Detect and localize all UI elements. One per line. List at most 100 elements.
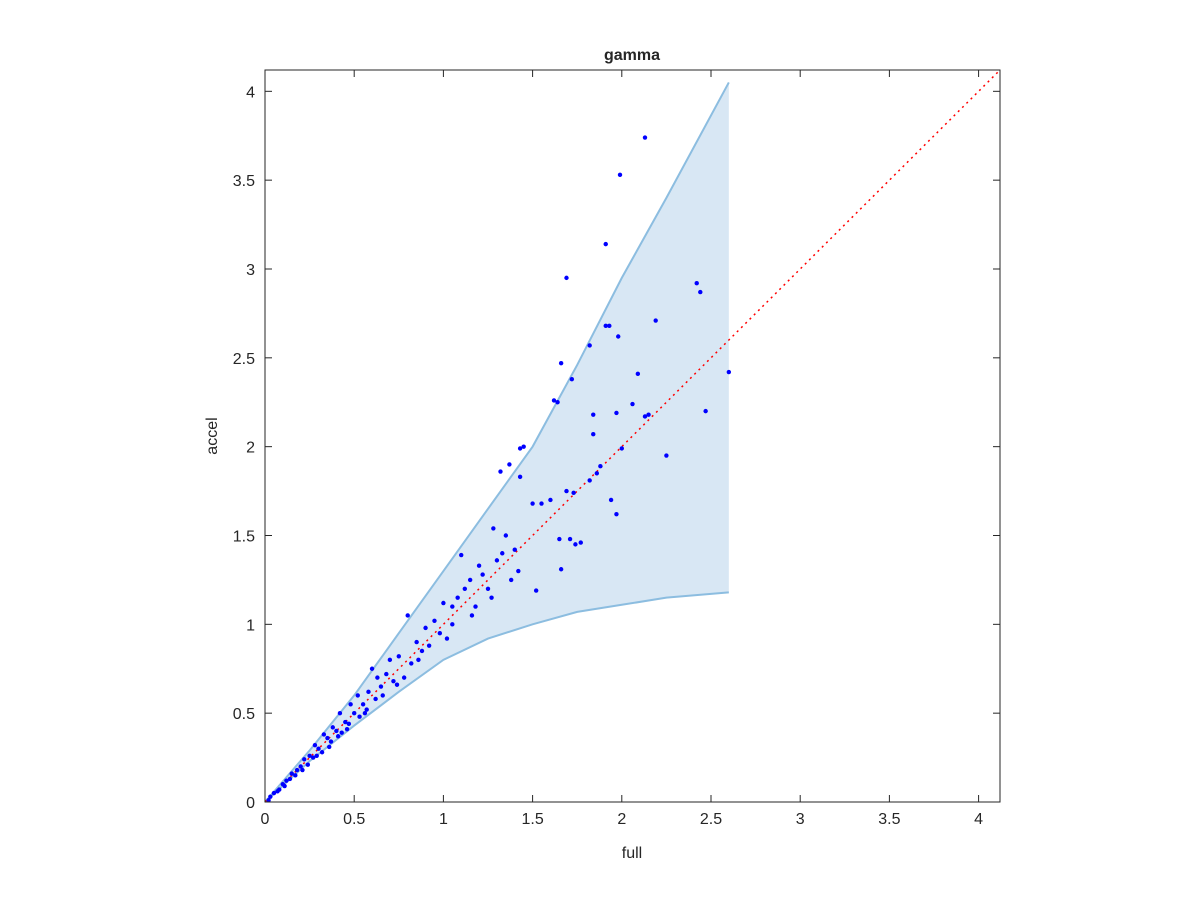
point [432, 618, 437, 623]
point [330, 725, 335, 730]
point [598, 464, 603, 469]
point [494, 558, 500, 563]
point [703, 408, 708, 414]
point [450, 604, 455, 609]
point [489, 595, 494, 600]
band-fill [265, 82, 729, 802]
y-axis-label: accel [204, 417, 221, 454]
point [387, 657, 393, 663]
point [450, 622, 455, 627]
point [426, 643, 432, 648]
point [533, 588, 539, 593]
axes-box [264, 69, 1001, 803]
point [441, 600, 446, 606]
point [558, 360, 564, 366]
point [603, 241, 608, 247]
y-tick-label: 3 [246, 262, 255, 279]
point [409, 661, 414, 666]
point [619, 446, 624, 451]
x-tick-label: 3 [796, 811, 805, 828]
point [603, 323, 608, 329]
point [455, 595, 460, 600]
x-tick-label: 2.5 [700, 811, 722, 828]
point [564, 488, 569, 494]
point [289, 771, 294, 776]
point [375, 675, 380, 680]
point [396, 654, 401, 659]
point [503, 533, 509, 538]
point [467, 577, 473, 583]
point [366, 689, 371, 695]
point [300, 767, 305, 773]
point [444, 636, 450, 641]
point [355, 693, 360, 698]
point [351, 710, 357, 716]
point [608, 497, 614, 503]
point [587, 343, 592, 348]
point [726, 369, 732, 375]
point [614, 410, 619, 416]
point [378, 684, 384, 689]
point [271, 790, 277, 796]
point [419, 648, 425, 654]
point [635, 371, 641, 377]
point [312, 742, 318, 748]
y-tick-label: 2.5 [233, 351, 255, 368]
x-tick-label: 2 [617, 811, 626, 828]
point [334, 728, 339, 734]
point [485, 586, 491, 591]
point [587, 478, 592, 483]
point [551, 398, 557, 403]
point [384, 671, 389, 677]
point [521, 444, 526, 449]
point [321, 732, 327, 737]
point [423, 625, 428, 631]
point [275, 789, 280, 794]
point [512, 547, 517, 552]
point [357, 714, 362, 719]
point [305, 762, 311, 767]
point [617, 172, 623, 178]
point [327, 744, 332, 750]
point [293, 773, 298, 778]
y-tick-label: 1.5 [233, 528, 255, 545]
point [287, 776, 293, 782]
point [328, 739, 334, 744]
point [268, 794, 273, 799]
point [508, 577, 514, 583]
point [437, 631, 443, 636]
point [346, 721, 352, 727]
point [462, 586, 468, 591]
point [664, 453, 669, 458]
point [469, 613, 475, 618]
point [401, 675, 407, 680]
point [414, 639, 419, 645]
y-tick-label: 3.5 [233, 173, 255, 190]
point [476, 563, 482, 568]
point [507, 462, 512, 467]
x-tick-label: 3.5 [878, 811, 900, 828]
point [591, 412, 596, 417]
point [298, 764, 303, 769]
point [573, 542, 578, 547]
point [491, 526, 496, 531]
point [591, 432, 596, 437]
point [539, 501, 544, 506]
point [284, 778, 289, 783]
point [653, 318, 658, 323]
x-tick-label: 0 [261, 811, 270, 828]
point [369, 666, 375, 671]
point [339, 730, 344, 735]
point [630, 401, 635, 407]
y-tick-label: 4 [246, 84, 255, 101]
point [405, 613, 410, 618]
x-axis-label: full [622, 845, 642, 862]
point [416, 657, 421, 663]
x-tick-label: 1.5 [521, 811, 543, 828]
y-tick-label: 0.5 [233, 706, 255, 723]
point [558, 567, 564, 572]
point [335, 734, 341, 739]
point [362, 710, 368, 716]
point [564, 275, 569, 281]
